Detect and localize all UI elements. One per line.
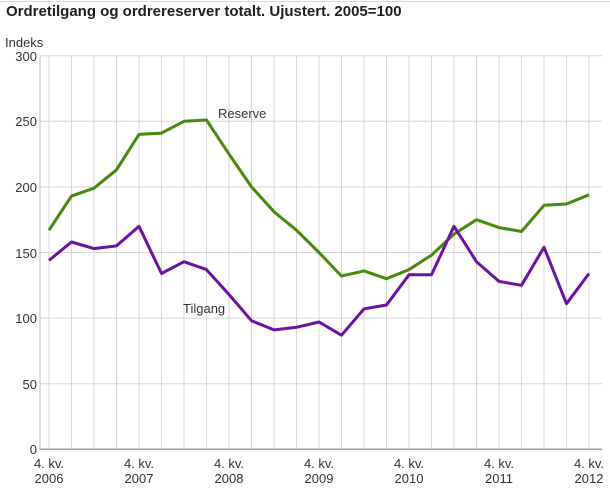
x-axis-tick-label: 4. kv. 2011	[483, 456, 515, 486]
y-axis-tick-label: 150	[15, 246, 37, 261]
x-axis-tick-label: 4. kv. 2006	[33, 456, 65, 486]
series-label-reserve: Reserve	[218, 106, 267, 121]
y-axis-tick-label: 200	[15, 180, 37, 195]
y-axis-tick-label: 100	[15, 311, 37, 326]
y-axis-tick-label: 300	[15, 49, 37, 64]
x-axis-tick-label: 4. kv. 2010	[393, 456, 425, 486]
x-axis-tick-label: 4. kv. 2009	[303, 456, 335, 486]
y-axis-unit-label: Indeks	[5, 35, 44, 50]
series-line-tilgang	[48, 224, 591, 337]
series-line-reserve	[47, 118, 590, 281]
x-axis-tick-label: 4. kv. 2012	[573, 456, 605, 486]
x-axis-tick-label: 4. kv. 2007	[123, 456, 155, 486]
y-axis-tick-label: 50	[22, 377, 37, 392]
chart-title: Ordretilgang og ordrereserver totalt. Uj…	[6, 3, 402, 20]
y-axis-tick-label: 250	[15, 114, 37, 129]
page-top-rule	[0, 1, 610, 2]
y-axis-tick-label: 0	[29, 442, 37, 457]
x-axis-tick-label: 4. kv. 2008	[213, 456, 245, 486]
series-label-tilgang: Tilgang	[183, 301, 226, 316]
